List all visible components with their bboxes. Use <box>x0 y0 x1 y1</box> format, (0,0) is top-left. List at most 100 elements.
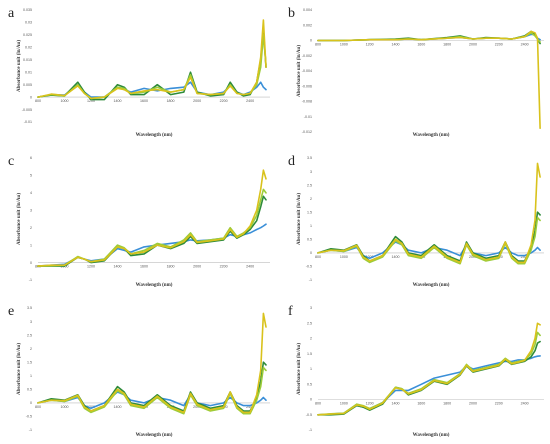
y-tick-label: 2.5 <box>27 333 32 337</box>
x-tick-label: 2200 <box>495 43 503 47</box>
x-tick-label: 2400 <box>521 255 529 259</box>
y-tick-label: 3.5 <box>307 156 312 160</box>
x-tick-label: 1000 <box>340 43 348 47</box>
x-tick-label: 2000 <box>469 402 477 406</box>
chart-panel-b: b 0.004 0.002 0 -0.002 -0.004 -0.006 -0.008 -0.0… <box>288 6 544 138</box>
x-tick-label: 1000 <box>340 255 348 259</box>
x-tick-label: 1400 <box>114 99 122 103</box>
y-tick-label: 5 <box>30 174 32 178</box>
y-tick-label: -0.006 <box>302 84 312 88</box>
x-tick-label: 1400 <box>391 43 399 47</box>
y-tick-label: 3 <box>30 320 32 324</box>
x-tick-label: 1600 <box>140 99 148 103</box>
x-tick-label: 800 <box>315 43 321 47</box>
x-tick-label: 2400 <box>521 402 529 406</box>
x-axis-title: Wavelength (nm) <box>136 433 173 438</box>
y-tick-label: 0 <box>30 261 32 265</box>
y-tick-label: 2.5 <box>307 321 312 325</box>
x-tick-label: 800 <box>35 99 41 103</box>
y-tick-label: 0 <box>30 401 32 405</box>
y-tick-label: -0.01 <box>304 115 312 119</box>
series-line-darkgreen <box>317 211 541 262</box>
y-axis-title: Absorbance unit (ln/Au) <box>17 193 22 245</box>
y-tick-label: 3 <box>30 208 32 212</box>
chart-panel-f: f 3 2.5 2 1.5 1 0.5 0 -0.5 -1 800 1000 1200 1400 1600 1… <box>288 304 544 438</box>
x-tick-label: 800 <box>35 405 41 409</box>
y-axis-title: Absorbance unit (ln/Au) <box>297 193 302 245</box>
y-axis-title: Absorbance unit (ln/Au) <box>17 40 22 92</box>
panel-label-e: e <box>8 304 14 319</box>
x-tick-label: 2200 <box>220 99 228 103</box>
x-tick-label: 1000 <box>340 402 348 406</box>
x-tick-label: 1400 <box>114 265 122 269</box>
x-tick-label: 1200 <box>366 255 374 259</box>
panel-label-b: b <box>288 6 295 21</box>
x-tick-label: 1000 <box>61 99 69 103</box>
y-tick-label: 0.5 <box>27 388 32 392</box>
series-line-darkgreen <box>317 30 541 45</box>
y-tick-label: 2 <box>310 337 312 341</box>
y-tick-label: 2 <box>310 197 312 201</box>
y-tick-label: -0.5 <box>26 415 32 419</box>
y-tick-label: 3 <box>310 306 312 310</box>
chart-panel-e: e 3.532.521.510.50-0.5-1800 1000 1200 1400 16… <box>8 304 270 438</box>
y-tick-label: 2 <box>30 347 32 351</box>
series-line-yellow <box>317 162 541 264</box>
y-tick-label: 1 <box>310 224 312 228</box>
series-line-lime <box>37 366 267 415</box>
y-tick-label: 0.002 <box>303 23 312 27</box>
y-tick-label: 0.015 <box>23 58 32 62</box>
y-tick-label: -1 <box>309 428 312 432</box>
y-tick-label: -0.002 <box>302 54 312 58</box>
y-tick-label: 1.5 <box>307 352 312 356</box>
y-tick-label: 0.035 <box>23 8 32 12</box>
y-tick-label: -0.005 <box>22 108 32 112</box>
x-tick-label: 1800 <box>167 265 175 269</box>
x-tick-label: 1400 <box>391 402 399 406</box>
y-tick-label: 1 <box>30 374 32 378</box>
x-tick-label: 2400 <box>246 405 254 409</box>
y-tick-label: -0.01 <box>24 120 32 124</box>
y-tick-label: 0.5 <box>307 238 312 242</box>
x-axis-title: Wavelength (nm) <box>413 283 450 288</box>
x-axis-title: Wavelength (nm) <box>136 283 173 288</box>
y-tick-label: 0 <box>310 398 312 402</box>
series-line-yellow <box>37 312 267 414</box>
x-axis-title: Wavelength (nm) <box>136 133 173 138</box>
x-tick-label: 1000 <box>61 405 69 409</box>
series-line-yellow <box>37 19 267 100</box>
x-tick-label: 1600 <box>417 402 425 406</box>
x-tick-label: 2000 <box>193 405 201 409</box>
series-line-lime <box>317 331 541 416</box>
y-tick-label: -0.008 <box>302 100 312 104</box>
y-tick-label: -1 <box>309 278 312 282</box>
series-line-yellow <box>317 30 541 129</box>
x-tick-label: 1200 <box>366 43 374 47</box>
x-axis-title: Wavelength (nm) <box>413 433 450 438</box>
x-tick-label: 2000 <box>193 265 201 269</box>
y-axis-title: Absorbance unit (ln/Au) <box>17 343 22 395</box>
y-tick-label: 1.5 <box>27 360 32 364</box>
y-axis-title: Absorbance unit (ln/Au) <box>297 45 302 97</box>
y-tick-label: -0.012 <box>302 130 312 134</box>
y-tick-label: 6 <box>30 156 32 160</box>
y-tick-label: 0.5 <box>307 382 312 386</box>
panel-label-d: d <box>288 154 295 169</box>
x-tick-label: 1200 <box>87 265 95 269</box>
x-tick-label: 1600 <box>140 265 148 269</box>
x-tick-label: 1800 <box>167 99 175 103</box>
x-tick-label: 2000 <box>193 99 201 103</box>
y-tick-label: 3.5 <box>27 306 32 310</box>
x-tick-label: 800 <box>315 255 321 259</box>
chart-panel-d: d 3.532.521.510.50-0.5-1800 1000 1200 1400 16… <box>288 154 544 288</box>
y-tick-label: 0.025 <box>23 33 32 37</box>
y-tick-label: 0.005 <box>23 83 32 87</box>
y-tick-label: 1 <box>310 367 312 371</box>
x-tick-label: 1800 <box>443 43 451 47</box>
y-tick-label: -0.5 <box>306 413 312 417</box>
x-tick-label: 800 <box>315 402 321 406</box>
x-tick-label: 1400 <box>114 405 122 409</box>
y-tick-label: 1 <box>30 243 32 247</box>
x-tick-label: 2200 <box>220 265 228 269</box>
